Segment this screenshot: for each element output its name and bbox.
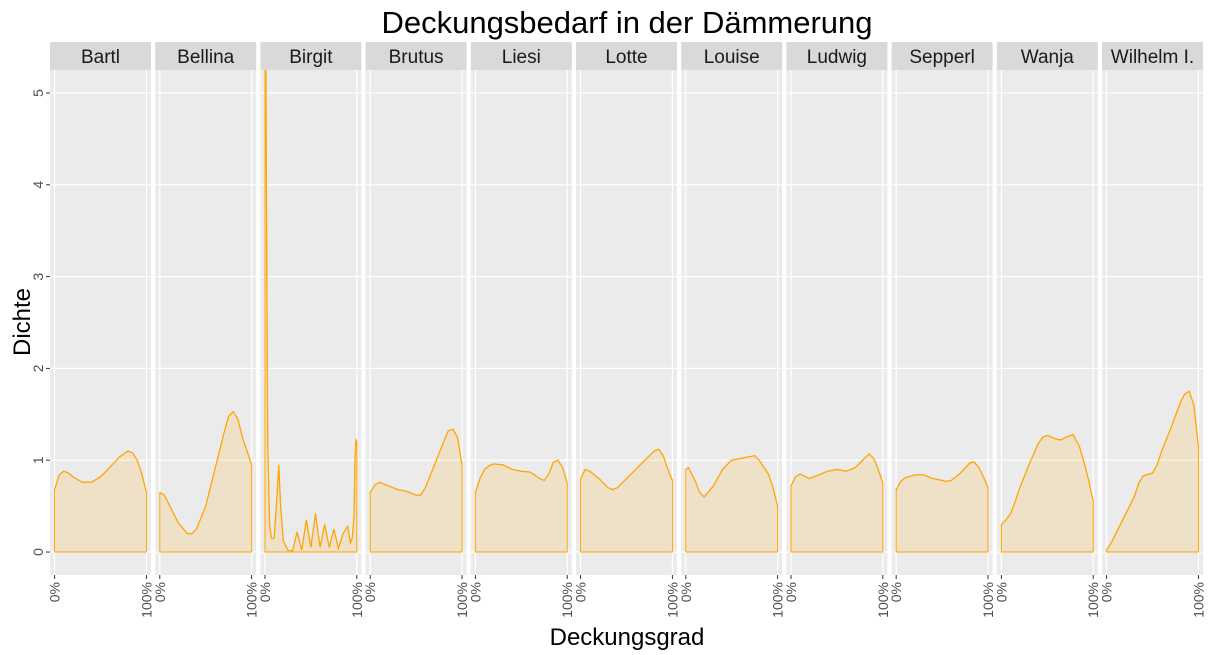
density-line: [790, 452, 884, 487]
density-area-fill: [474, 459, 568, 553]
x-tick-label: 100%: [454, 582, 470, 618]
x-tick-label: 100%: [559, 582, 575, 618]
strip-background: [996, 42, 1098, 70]
strip-background: [1102, 42, 1203, 70]
panel-background: [365, 70, 467, 575]
x-tick-label: 0%: [783, 582, 799, 602]
x-tick-label: 100%: [980, 582, 996, 618]
strip-label: Brutus: [389, 47, 444, 68]
x-tick-label: 100%: [875, 582, 891, 618]
strip-label: Wanja: [1021, 47, 1075, 68]
x-tick-label: 100%: [1085, 582, 1101, 618]
x-tick-label: 0%: [678, 582, 694, 602]
strip-label: Sepperl: [909, 47, 975, 68]
panel-background: [1102, 70, 1203, 575]
strip-label: Lotte: [605, 47, 647, 68]
x-tick-label: 0%: [993, 582, 1009, 602]
y-tick-label: 5: [30, 89, 46, 97]
y-axis-label: Dichte: [9, 288, 36, 356]
panel-background: [470, 70, 572, 575]
strip-background: [681, 42, 783, 70]
strip-background: [260, 42, 362, 70]
density-line: [1000, 433, 1094, 525]
density-line: [1106, 390, 1200, 551]
facet-panel: Brutus 0% 100%: [362, 42, 470, 618]
x-tick-label: 100%: [664, 582, 680, 618]
chart-title: Deckungsbedarf in der Dämmerung: [381, 5, 872, 40]
density-line: [369, 428, 463, 496]
x-tick-label: 0%: [257, 582, 273, 602]
strip-label: Birgit: [289, 47, 333, 68]
strip-label: Liesi: [502, 47, 541, 68]
facet-panel: Wanja 0% 100%: [993, 42, 1101, 618]
strip-background: [155, 42, 257, 70]
density-line: [685, 454, 779, 507]
density-line: [895, 461, 989, 490]
facet-panel: Louise 0% 100%: [678, 42, 786, 618]
facet-panel: Sepperl 0% 100%: [888, 42, 996, 618]
x-tick-label: 100%: [138, 582, 154, 618]
panel-background: [681, 70, 783, 575]
strip-label: Louise: [704, 47, 760, 68]
y-tick-label: 0: [30, 548, 46, 556]
y-tick-label: 3: [30, 272, 46, 280]
x-tick-label: 100%: [770, 582, 786, 618]
strip-label: Bellina: [177, 47, 234, 68]
y-tick-label: 2: [30, 364, 46, 372]
y-tick-label: 4: [30, 181, 46, 189]
facet-panel: Ludwig 0% 100%: [783, 42, 891, 618]
x-tick-label: 0%: [888, 582, 904, 602]
facet-panel: Bartl 0% 100%: [47, 42, 154, 618]
facet-panel: Birgit 0% 100%: [257, 42, 365, 618]
strip-background: [470, 42, 572, 70]
panel-background: [891, 70, 993, 575]
density-line: [580, 448, 673, 491]
panel-background: [996, 70, 1098, 575]
strip-background: [576, 42, 677, 70]
strip-label: Wilhelm I.: [1111, 47, 1194, 68]
strip-label: Bartl: [81, 47, 120, 68]
x-tick-label: 0%: [467, 582, 483, 602]
facet-panel: Bellina 0% 100%: [152, 42, 260, 618]
x-tick-label: 0%: [47, 582, 63, 602]
x-tick-label: 100%: [1190, 582, 1206, 618]
strip-background: [50, 42, 151, 70]
strip-background: [365, 42, 467, 70]
x-tick-label: 0%: [1099, 582, 1115, 602]
density-line: [54, 450, 147, 493]
x-tick-label: 0%: [152, 582, 168, 602]
strip-background: [786, 42, 888, 70]
x-tick-label: 100%: [244, 582, 260, 618]
strip-label: Ludwig: [807, 47, 867, 68]
x-axis-label: Deckungsgrad: [550, 624, 705, 651]
density-line: [265, 70, 358, 552]
facet-panel: Lotte 0% 100%: [573, 42, 680, 618]
x-tick-label: 0%: [362, 582, 378, 602]
density-line: [159, 410, 253, 535]
panel-background: [155, 70, 257, 575]
facet-panel: Liesi 0% 100%: [467, 42, 575, 618]
panel-background: [786, 70, 888, 575]
panel-background: [260, 70, 362, 575]
x-tick-label: 0%: [573, 582, 589, 602]
strip-background: [891, 42, 993, 70]
y-tick-label: 1: [30, 456, 46, 464]
x-tick-label: 100%: [349, 582, 365, 618]
panel-background: [576, 70, 677, 575]
facet-panel: Wilhelm I. 0% 100%: [1099, 42, 1206, 618]
density-line: [474, 459, 568, 493]
panel-background: [50, 70, 151, 575]
